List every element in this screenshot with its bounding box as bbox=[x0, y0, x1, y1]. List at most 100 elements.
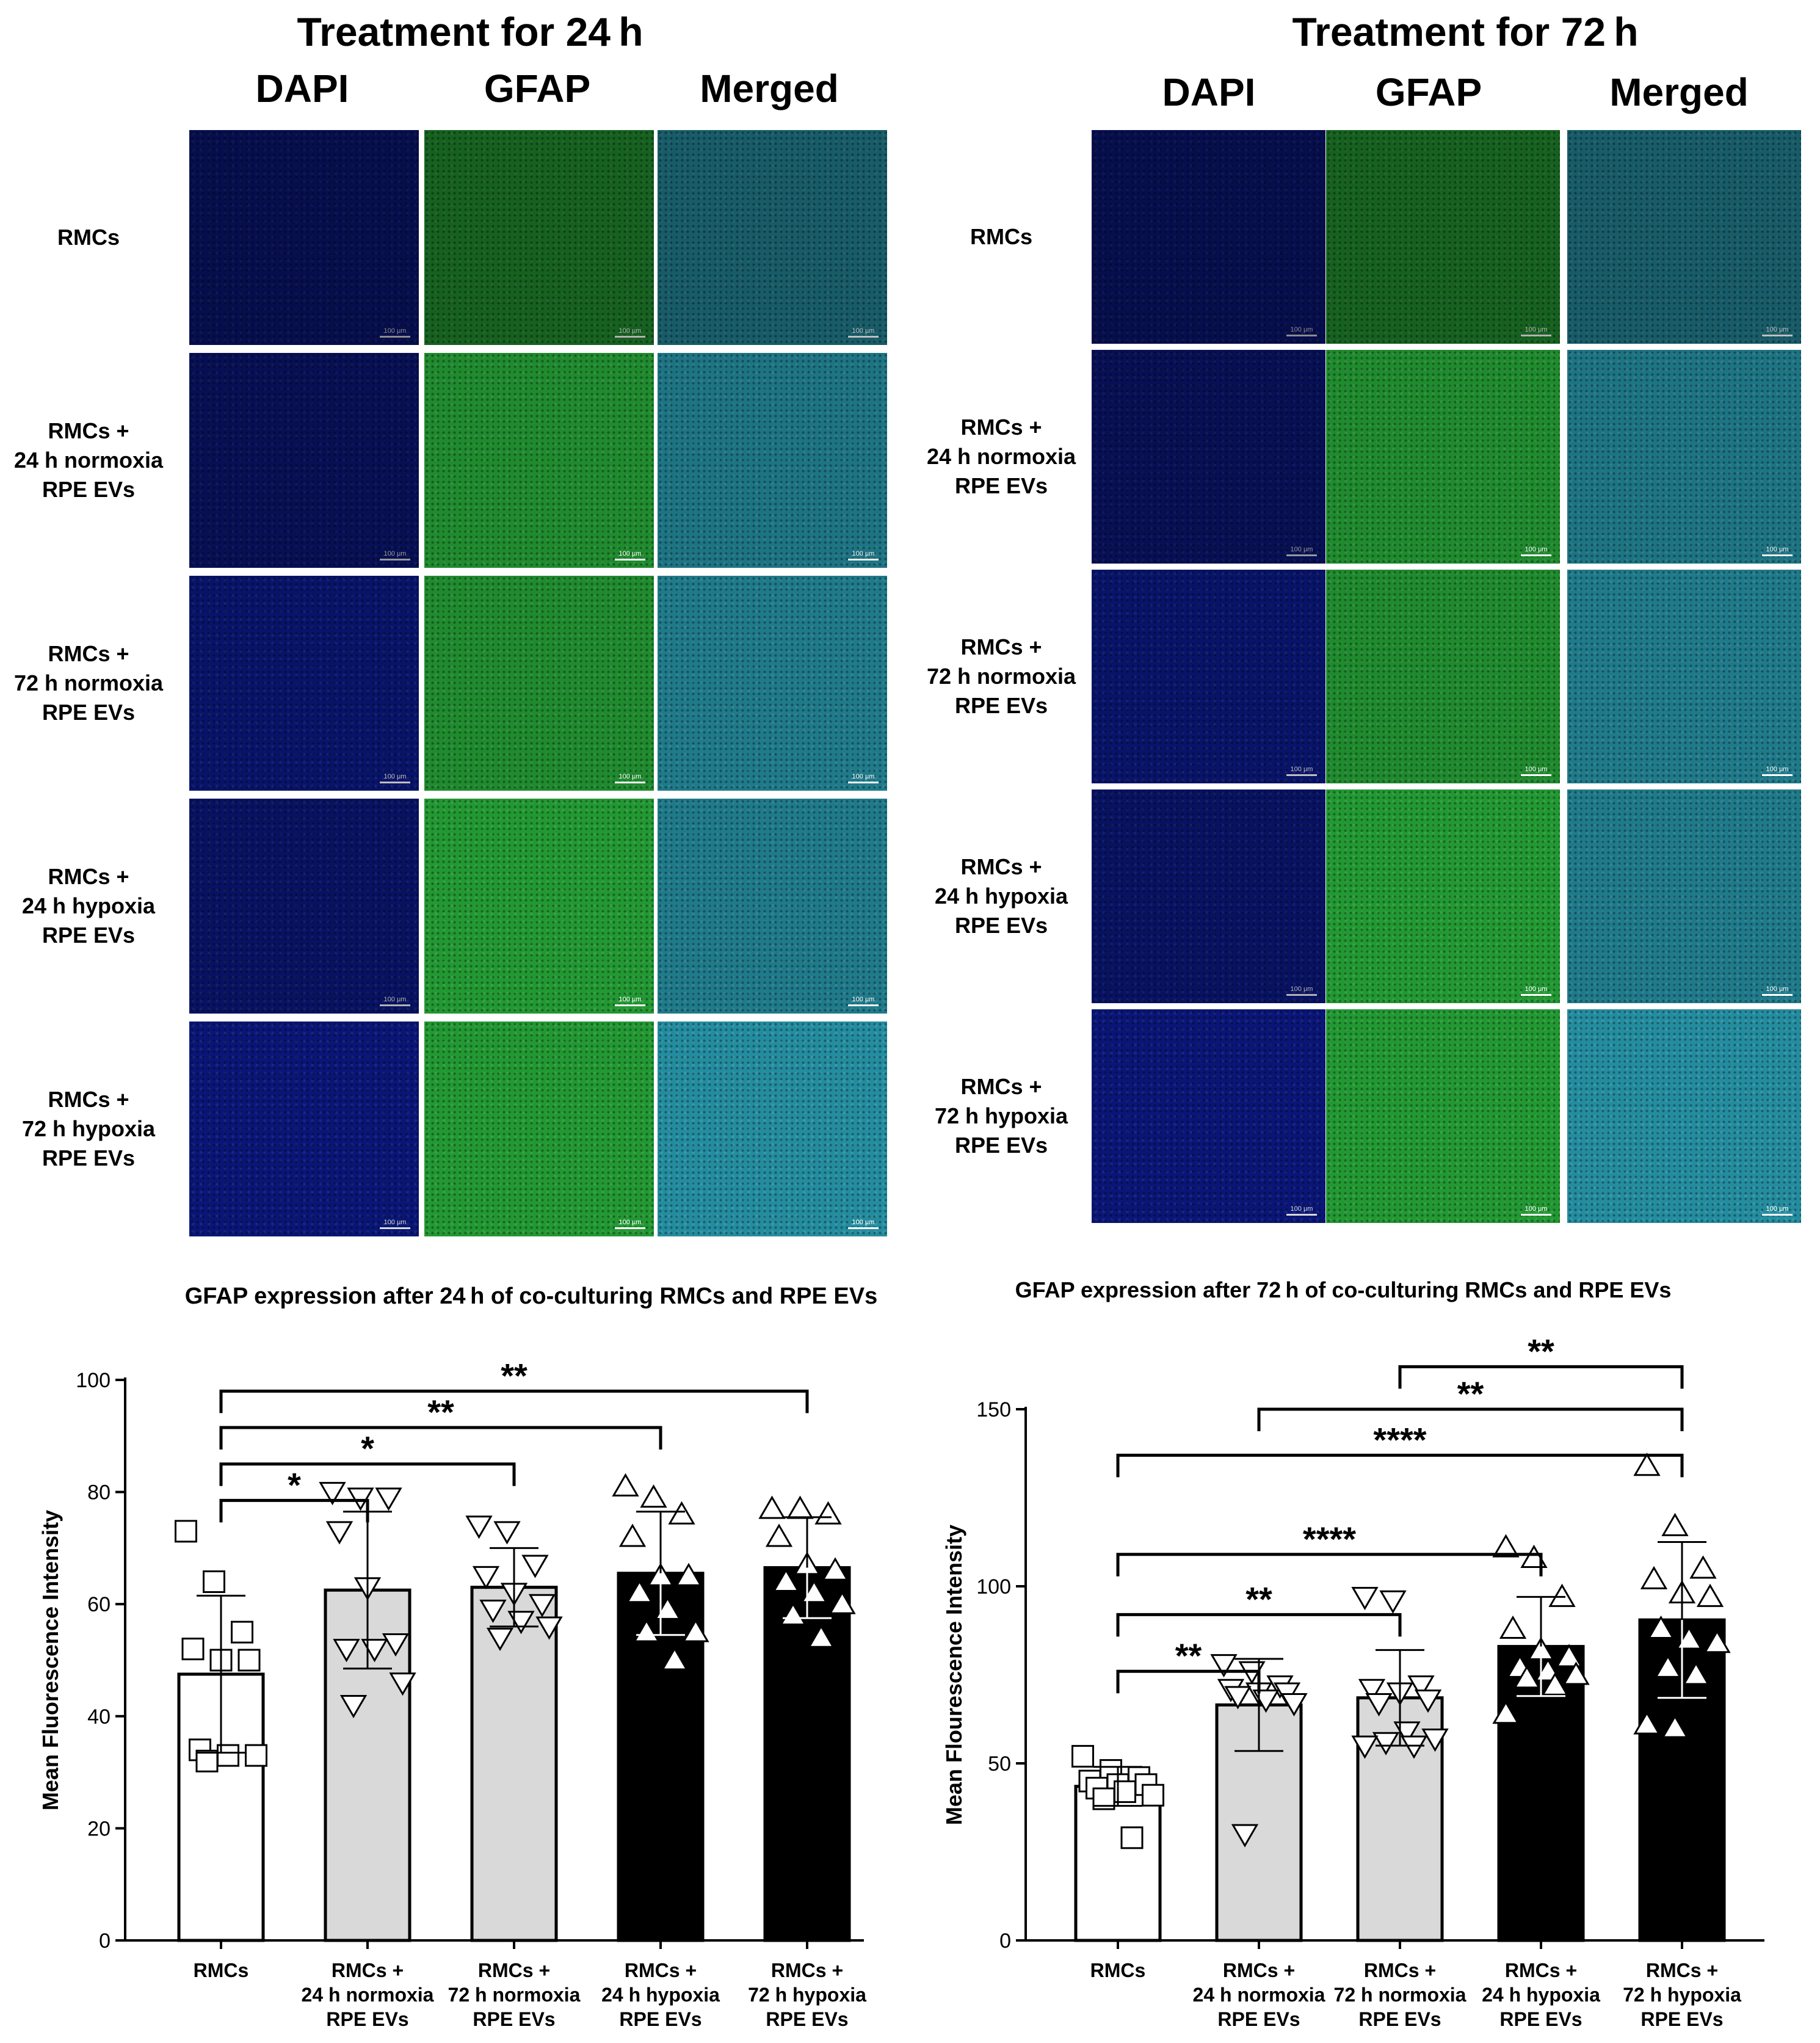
scale-bar: 100 μm bbox=[1286, 1206, 1317, 1216]
data-point bbox=[465, 1515, 493, 1539]
significance-label: ** bbox=[1528, 1332, 1554, 1370]
data-point bbox=[800, 1580, 828, 1603]
x-tick-label: RMCs bbox=[194, 1959, 249, 1981]
significance-bracket bbox=[1398, 1365, 1684, 1389]
scale-bar: 100 μm bbox=[1762, 327, 1793, 336]
scale-bar: 100 μm bbox=[1762, 766, 1793, 776]
scale-bar: 100 μm bbox=[615, 328, 645, 338]
left-panel-tile-dapi-0: 100 μm bbox=[189, 130, 419, 345]
data-point bbox=[507, 1611, 535, 1635]
data-point bbox=[1358, 1678, 1386, 1702]
x-tick-label: RPE EVs bbox=[473, 2008, 555, 2030]
data-point bbox=[1661, 1512, 1689, 1536]
data-point bbox=[479, 1599, 507, 1624]
right-panel-row-label-4: RMCs + 72 h hypoxia RPE EVs bbox=[934, 1074, 1068, 1158]
data-point bbox=[786, 1495, 814, 1519]
data-point bbox=[1689, 1555, 1717, 1579]
data-point bbox=[779, 1602, 807, 1626]
data-point bbox=[493, 1521, 521, 1545]
right-panel-title: Treatment for 72 h bbox=[1292, 9, 1639, 54]
data-point bbox=[828, 1591, 856, 1614]
left-panel-row-label-3: RMCs + 24 h hypoxia RPE EVs bbox=[21, 864, 156, 948]
data-point bbox=[181, 1638, 205, 1661]
right-panel-tile-merged-4: 100 μm bbox=[1567, 1009, 1801, 1223]
right-panel-tile-dapi-0: 100 μm bbox=[1092, 130, 1325, 344]
x-tick-label: RMCs + bbox=[1364, 1959, 1436, 1981]
scale-bar: 100 μm bbox=[1762, 1206, 1793, 1216]
significance-bracket bbox=[219, 1426, 662, 1450]
data-point bbox=[682, 1619, 709, 1642]
x-tick-label: RMCs + bbox=[478, 1959, 550, 1981]
scale-bar: 100 μm bbox=[1286, 327, 1317, 336]
data-point bbox=[626, 1580, 653, 1603]
data-point bbox=[1696, 1583, 1724, 1607]
data-point bbox=[1492, 1534, 1520, 1558]
x-tick-label: 72 h normoxia bbox=[448, 1984, 581, 2006]
data-point bbox=[1414, 1689, 1442, 1713]
left-panel-row-label-4: RMCs + 72 h hypoxia RPE EVs bbox=[21, 1087, 156, 1170]
data-point bbox=[472, 1566, 500, 1589]
left-panel-tile-merged-1: 100 μm bbox=[658, 353, 887, 568]
left-panel-tile-gfap-4: 100 μm bbox=[424, 1022, 654, 1236]
scale-bar: 100 μm bbox=[380, 328, 410, 338]
data-point bbox=[1661, 1715, 1689, 1738]
data-point bbox=[195, 1749, 219, 1773]
left-panel-row-label-2: RMCs + 72 h normoxia RPE EVs bbox=[13, 641, 164, 725]
x-tick-label: RPE EVs bbox=[1217, 2008, 1300, 2030]
data-point bbox=[807, 1624, 835, 1648]
right-panel-tile-dapi-2: 100 μm bbox=[1092, 570, 1325, 783]
data-point bbox=[1351, 1735, 1379, 1759]
right-panel-row-label-1: RMCs + 24 h normoxia RPE EVs bbox=[926, 415, 1076, 498]
scale-bar: 100 μm bbox=[1762, 546, 1793, 556]
data-point bbox=[486, 1627, 514, 1651]
left-panel-title: Treatment for 24 h bbox=[297, 9, 644, 54]
significance-bracket bbox=[1257, 1407, 1684, 1431]
data-point bbox=[375, 1487, 402, 1511]
left-panel-tile-gfap-1: 100 μm bbox=[424, 353, 654, 568]
left-panel-tile-merged-0: 100 μm bbox=[658, 130, 887, 345]
data-point bbox=[612, 1473, 639, 1497]
data-point bbox=[1555, 1644, 1583, 1667]
right-panel-tile-gfap-3: 100 μm bbox=[1326, 789, 1560, 1003]
right-panel-tile-gfap-4: 100 μm bbox=[1326, 1009, 1560, 1223]
data-point bbox=[618, 1523, 647, 1547]
chart-title: GFAP expression after 24 h of co-culturi… bbox=[185, 1283, 878, 1309]
data-point bbox=[772, 1568, 800, 1592]
data-point bbox=[661, 1647, 689, 1671]
significance-label: **** bbox=[1303, 1520, 1356, 1558]
significance-bracket bbox=[1116, 1669, 1261, 1694]
scale-bar: 100 μm bbox=[848, 774, 879, 783]
scale-bar: 100 μm bbox=[1521, 327, 1551, 336]
x-tick-label: 24 h normoxia bbox=[1193, 1984, 1325, 2006]
right-col-merged: Merged bbox=[1609, 70, 1749, 114]
right-panel-tile-merged-1: 100 μm bbox=[1567, 350, 1801, 564]
x-tick-label: RMCs + bbox=[771, 1959, 843, 1981]
data-point bbox=[821, 1557, 849, 1581]
data-point bbox=[1231, 1824, 1259, 1848]
left-panel-tile-dapi-4: 100 μm bbox=[189, 1022, 419, 1236]
right-col-dapi: DAPI bbox=[1162, 70, 1256, 114]
x-tick-label: RPE EVs bbox=[326, 2008, 408, 2030]
data-point bbox=[528, 1594, 556, 1617]
significance-bracket bbox=[1116, 1453, 1684, 1478]
significance-label: ** bbox=[501, 1356, 528, 1395]
data-point bbox=[1703, 1630, 1731, 1653]
left-col-dapi: DAPI bbox=[255, 67, 349, 111]
right-panel-tile-gfap-0: 100 μm bbox=[1326, 130, 1560, 344]
chart-24h: GFAP expression after 24 h of co-culturi… bbox=[38, 1283, 878, 2030]
data-point bbox=[535, 1616, 563, 1640]
scale-bar: 100 μm bbox=[380, 551, 410, 561]
right-panel-tile-merged-0: 100 μm bbox=[1567, 130, 1801, 344]
data-point bbox=[237, 1649, 261, 1672]
data-point bbox=[1421, 1728, 1449, 1752]
data-point bbox=[758, 1495, 786, 1519]
data-point bbox=[325, 1521, 353, 1545]
x-tick-label: 24 h hypoxia bbox=[601, 1984, 720, 2006]
data-point bbox=[1071, 1744, 1094, 1768]
scale-bar: 100 μm bbox=[1521, 986, 1551, 996]
scale-bar: 100 μm bbox=[1286, 986, 1317, 996]
significance-label: * bbox=[288, 1465, 301, 1504]
y-axis-label: Mean Fluorescence Intensity bbox=[38, 1510, 63, 1810]
scale-bar: 100 μm bbox=[380, 1219, 410, 1229]
x-tick-label: RMCs + bbox=[625, 1959, 697, 1981]
